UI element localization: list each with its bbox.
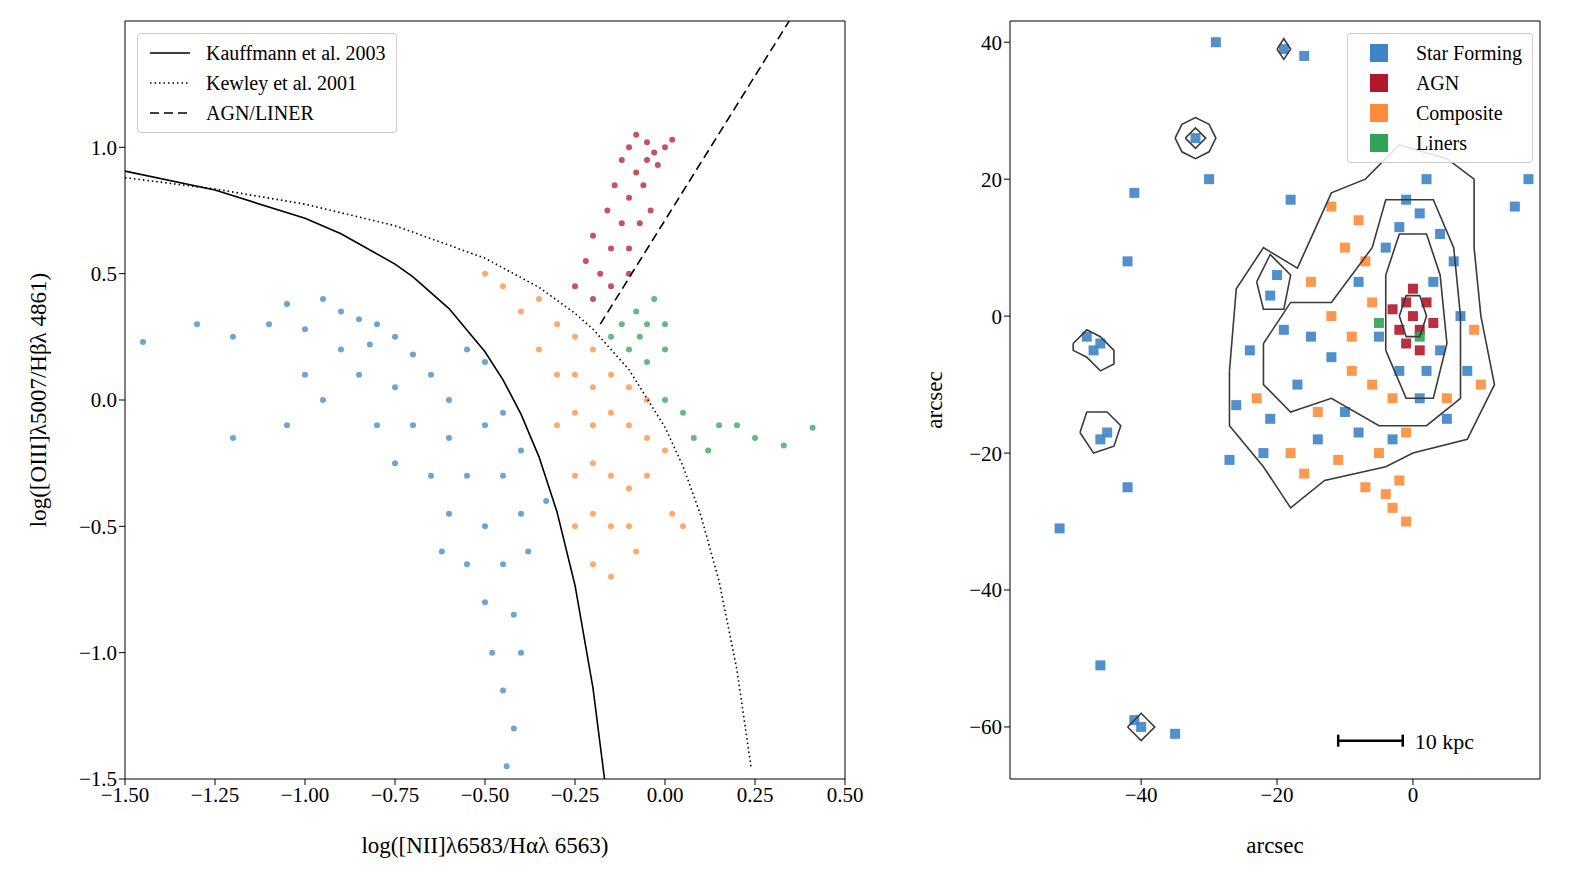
svg-text:−0.75: −0.75 xyxy=(371,783,420,807)
svg-text:10 kpc: 10 kpc xyxy=(1415,729,1475,754)
svg-text:log([NII]λ6583/Hαλ 6563): log([NII]λ6583/Hαλ 6563) xyxy=(361,833,608,858)
svg-text:−1.0: −1.0 xyxy=(79,641,117,665)
svg-text:−1.5: −1.5 xyxy=(79,767,117,791)
html-text:Composite: Composite xyxy=(1415,102,1503,124)
svg-text:40: 40 xyxy=(981,31,1002,55)
html-text:AGN: AGN xyxy=(1415,72,1460,94)
html-text:AGN/LINER: AGN/LINER xyxy=(206,102,314,124)
svg-text:0: 0 xyxy=(1408,783,1419,807)
svg-text:0.0: 0.0 xyxy=(91,388,117,412)
svg-text:1.0: 1.0 xyxy=(91,136,117,160)
svg-text:−40: −40 xyxy=(969,578,1002,602)
svg-text:20: 20 xyxy=(981,168,1002,192)
svg-text:−0.50: −0.50 xyxy=(461,783,510,807)
svg-text:0.25: 0.25 xyxy=(737,783,774,807)
svg-text:−20: −20 xyxy=(1261,783,1294,807)
svg-text:−1.50: −1.50 xyxy=(100,782,150,807)
svg-text:−0.25: −0.25 xyxy=(551,783,600,807)
html-text:Kauffmann et al. 2003: Kauffmann et al. 2003 xyxy=(206,42,386,64)
svg-text:−1.00: −1.00 xyxy=(281,783,330,807)
svg-text:log([OIII]λ5007/Hβλ 4861): log([OIII]λ5007/Hβλ 4861) xyxy=(26,273,51,527)
svg-text:0.5: 0.5 xyxy=(91,262,117,286)
html-text:Star Forming: Star Forming xyxy=(1415,42,1522,64)
svg-text:arcsec: arcsec xyxy=(922,371,947,428)
html-text:Liners: Liners xyxy=(1415,132,1467,154)
svg-text:arcsec: arcsec xyxy=(1246,833,1303,858)
svg-text:−20: −20 xyxy=(969,442,1002,466)
svg-text:−40: −40 xyxy=(1125,783,1158,807)
svg-text:0.50: 0.50 xyxy=(827,783,864,807)
svg-text:−0.5: −0.5 xyxy=(79,515,117,539)
svg-text:−1.25: −1.25 xyxy=(191,783,240,807)
svg-text:0.00: 0.00 xyxy=(647,783,684,807)
html-text:Kewley et al. 2001: Kewley et al. 2001 xyxy=(206,72,358,94)
svg-text:−60: −60 xyxy=(969,715,1002,739)
svg-text:0: 0 xyxy=(992,305,1003,329)
